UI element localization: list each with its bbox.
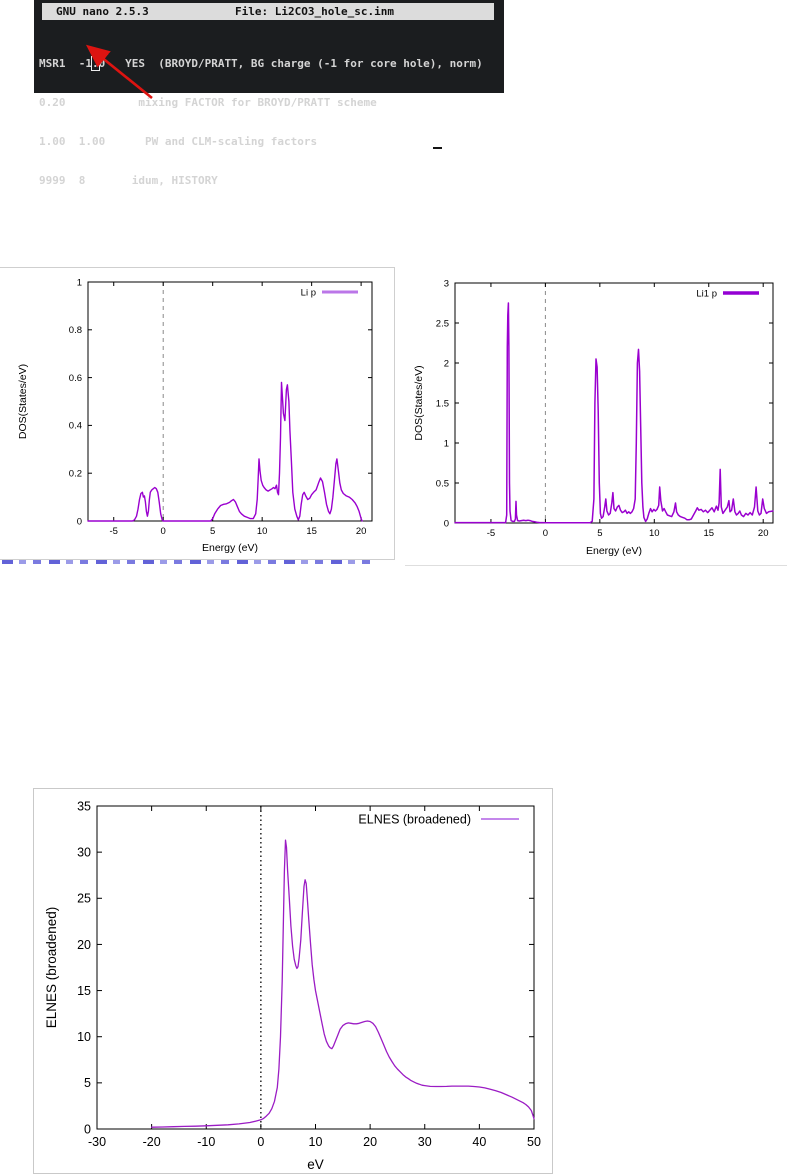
li1-p-dos-chart: -5 0 5 10 15 20 0 0.5 1 1.5 2 2.5 3 Energy (eV) DOS(St… <box>408 265 787 572</box>
y-tick-label: 0.5 <box>436 478 449 489</box>
plot-canvas: -5 0 5 10 15 20 0 0.2 0.4 0.6 0.8 1 Energy (eV) DOS(S… <box>17 277 373 554</box>
plot-frame <box>96 805 535 1130</box>
y-tick-label: 2 <box>444 358 449 369</box>
li-p-dos-figure: -5 0 5 10 15 20 0 0.2 0.4 0.6 0.8 1 Energy (eV) DOS(S… <box>0 267 395 560</box>
data-curve <box>87 381 363 522</box>
plot-frame <box>87 281 373 522</box>
li-p-dos-chart: -5 0 5 10 15 20 0 0.2 0.4 0.6 0.8 1 Energy (eV) DOS(S… <box>0 268 394 564</box>
x-axis-label: Energy (eV) <box>586 545 642 557</box>
y-tick-label: 0 <box>84 1122 91 1136</box>
y-tick-label: 2.5 <box>436 318 449 329</box>
x-axis-label: eV <box>307 1157 324 1172</box>
plot-canvas: -5 0 5 10 15 20 0 0.5 1 1.5 2 2.5 3 Energy (eV) DOS(St… <box>413 278 774 557</box>
y-tick-label: 3 <box>444 278 449 289</box>
terminal-line: 9999 8 idum, HISTORY <box>39 174 218 187</box>
y-tick-label: 5 <box>84 1076 91 1090</box>
legend-label: Li1 p <box>696 288 717 299</box>
y-axis-label: DOS(States/eV) <box>413 365 425 440</box>
terminal-text: MSR1 -1.0 YES (BROYD/PRATT, BG charge (-… <box>39 31 483 213</box>
y-tick-label: 0.6 <box>69 373 82 384</box>
y-tick-label: 15 <box>77 984 91 998</box>
data-curve <box>150 839 535 1128</box>
msr1-line-post: 0 YES (BROYD/PRATT, BG charge (-1 for co… <box>98 57 483 70</box>
x-tick-label: 5 <box>597 528 602 539</box>
y-tick-label: 30 <box>77 846 91 860</box>
y-tick-label: 35 <box>77 799 91 813</box>
x-tick-label: -5 <box>110 526 118 537</box>
clipped-caption-text <box>2 560 370 564</box>
x-axis-label: Energy (eV) <box>202 542 258 554</box>
y-tick-label: 1 <box>77 277 82 288</box>
x-tick-label: 0 <box>161 526 166 537</box>
terminal-line: 1.00 1.00 PW and CLM-scaling factors <box>39 135 318 148</box>
x-tick-label: -10 <box>197 1135 215 1149</box>
y-tick-label: 0.8 <box>69 325 82 336</box>
x-tick-label: 40 <box>472 1135 486 1149</box>
x-tick-label: 10 <box>257 526 268 537</box>
data-curve <box>454 302 774 524</box>
y-tick-label: 0 <box>444 518 449 529</box>
arrow-line <box>85 44 153 100</box>
plot-canvas: -30 -20 -10 0 10 20 30 40 50 0 5 10 15 20 25 30 35 eV ELNE… <box>44 799 541 1172</box>
legend-label: Li p <box>301 287 316 298</box>
x-tick-label: 0 <box>543 528 548 539</box>
li1-p-dos-figure: -5 0 5 10 15 20 0 0.5 1 1.5 2 2.5 3 Energy (eV) DOS(St… <box>408 265 787 567</box>
figure-divider-line <box>405 565 787 566</box>
x-tick-label: 0 <box>257 1135 264 1149</box>
y-axis-label: ELNES (broadened) <box>44 907 59 1029</box>
x-tick-label: -5 <box>487 528 495 539</box>
y-axis-label: DOS(States/eV) <box>17 364 29 439</box>
y-tick-label: 20 <box>77 938 91 952</box>
y-tick-label: 25 <box>77 892 91 906</box>
x-tick-label: 20 <box>758 528 769 539</box>
terminal-line: MSR1 -1.0 YES (BROYD/PRATT, BG charge (-… <box>39 56 483 71</box>
nano-app-title: GNU nano 2.5.3 <box>56 5 149 18</box>
legend-label: ELNES (broadened) <box>358 812 471 826</box>
y-tick-label: 0 <box>77 516 82 527</box>
plot-frame <box>454 282 774 524</box>
y-tick-label: 0.2 <box>69 469 82 480</box>
x-tick-label: 10 <box>649 528 660 539</box>
x-tick-label: 5 <box>210 526 215 537</box>
terminal-screenshot: GNU nano 2.5.3 File: Li2CO3_hole_sc.inm … <box>34 0 504 187</box>
red-arrow-annotation <box>85 44 153 100</box>
y-tick-label: 1.5 <box>436 398 449 409</box>
x-tick-label: 50 <box>527 1135 541 1149</box>
y-tick-label: 0.4 <box>69 421 82 432</box>
y-tick-label: 10 <box>77 1030 91 1044</box>
x-tick-label: 30 <box>418 1135 432 1149</box>
terminal-line: 0.20 mixing FACTOR for BROYD/PRATT schem… <box>39 96 377 109</box>
elnes-figure: -30 -20 -10 0 10 20 30 40 50 0 5 10 15 20 25 30 35 eV ELNE… <box>33 788 553 1174</box>
x-tick-label: 15 <box>703 528 714 539</box>
y-tick-label: 1 <box>444 438 449 449</box>
x-tick-label: -30 <box>88 1135 106 1149</box>
x-tick-label: 20 <box>363 1135 377 1149</box>
nano-titlebar: GNU nano 2.5.3 File: Li2CO3_hole_sc.inm <box>42 3 494 20</box>
x-tick-label: 20 <box>356 526 367 537</box>
nano-file-title: File: Li2CO3_hole_sc.inm <box>235 5 394 18</box>
minus-sign-fragment <box>433 147 442 149</box>
x-tick-label: 15 <box>306 526 317 537</box>
x-tick-label: -20 <box>143 1135 161 1149</box>
elnes-chart: -30 -20 -10 0 10 20 30 40 50 0 5 10 15 20 25 30 35 eV ELNE… <box>34 789 552 1175</box>
x-tick-label: 10 <box>309 1135 323 1149</box>
